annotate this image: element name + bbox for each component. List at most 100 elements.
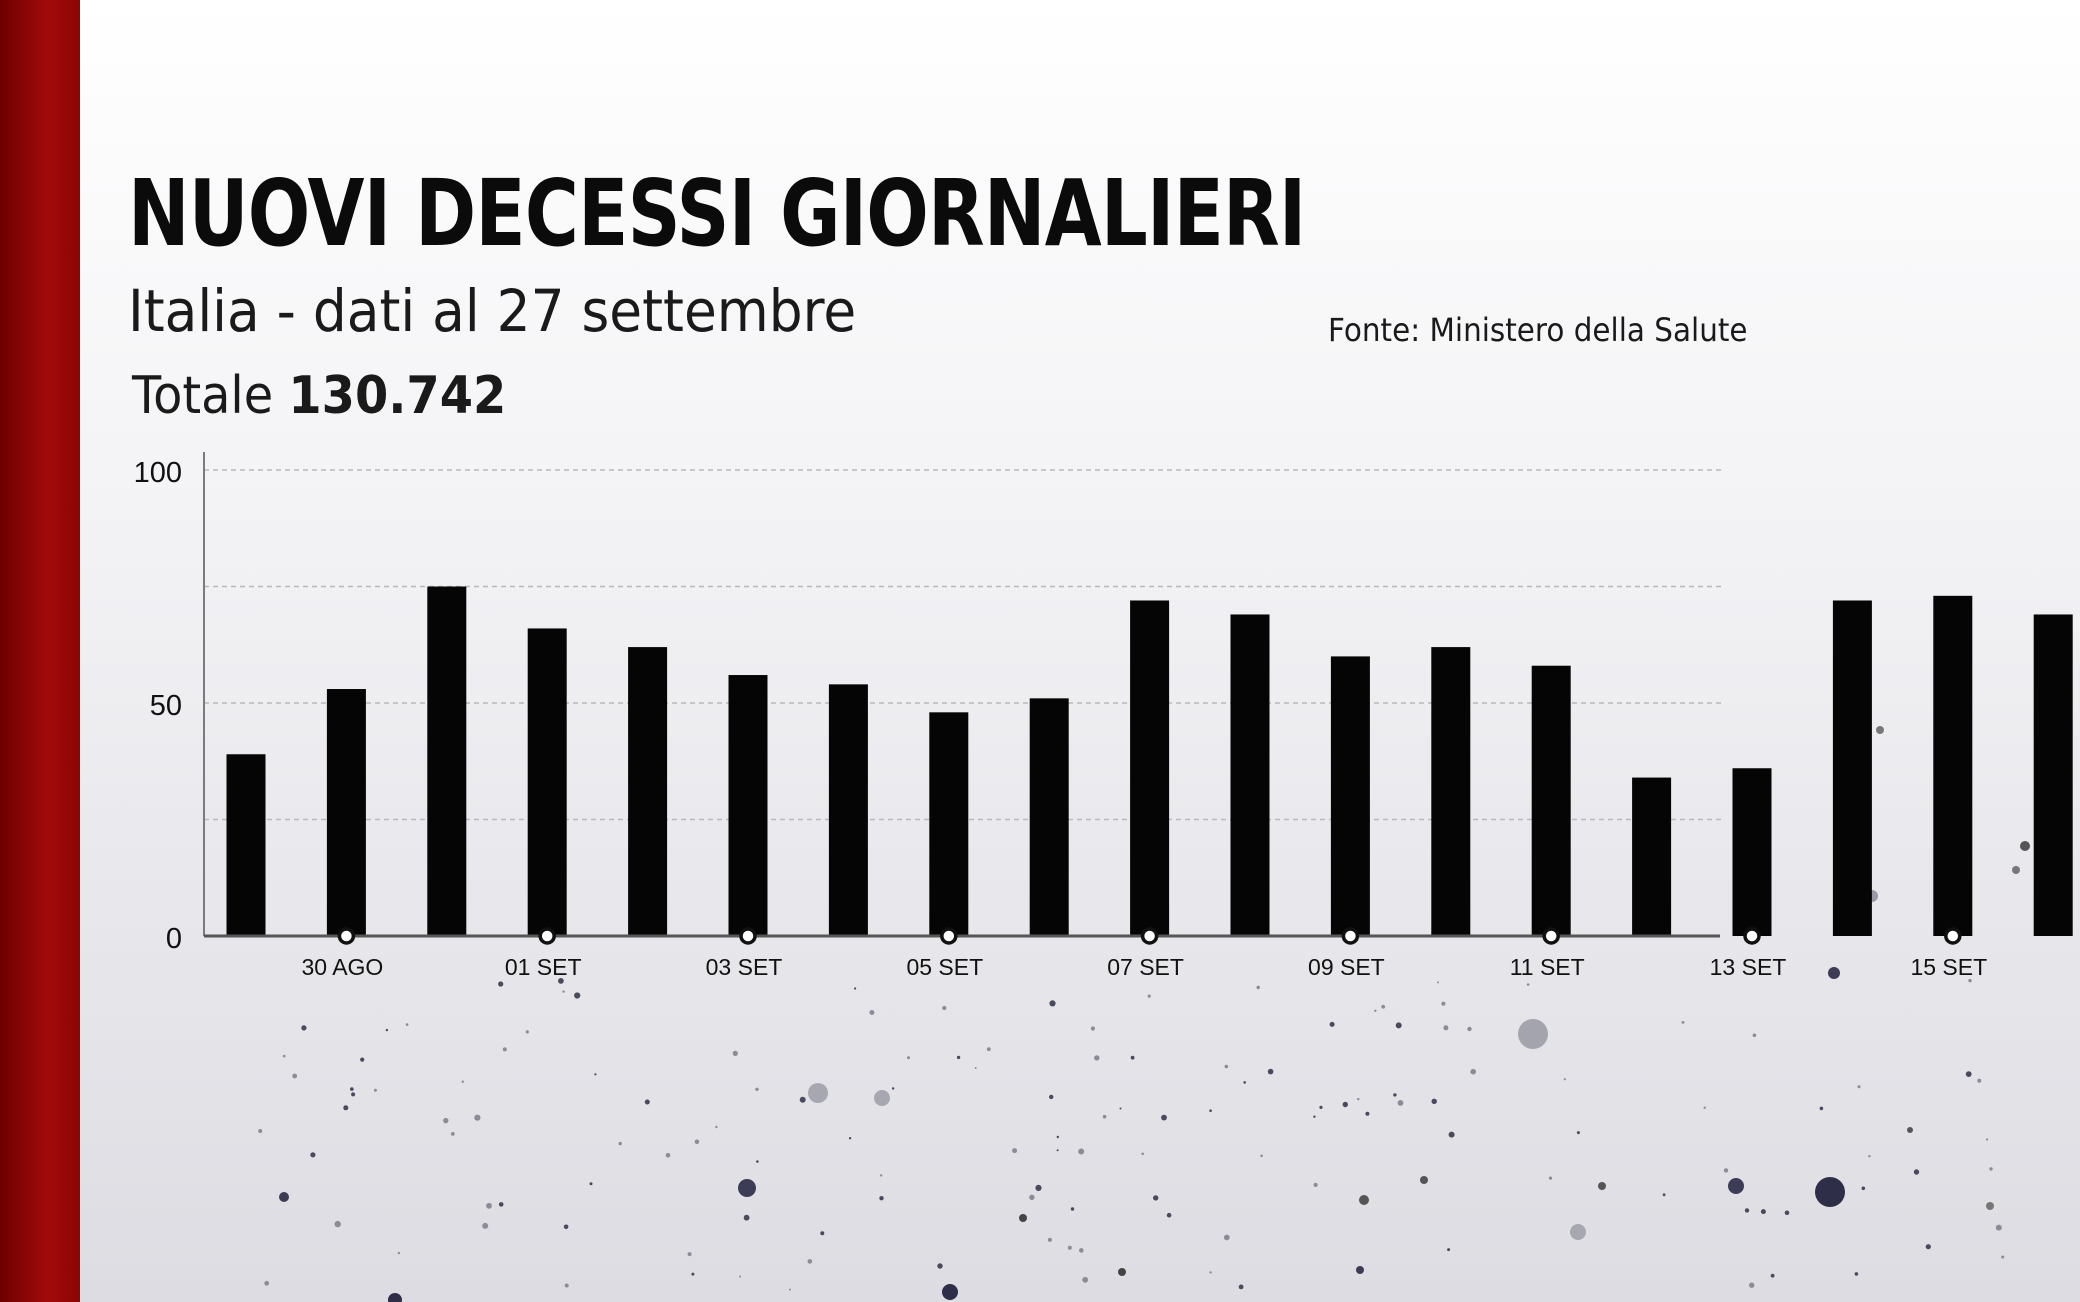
x-tick-label: 03 SET — [706, 954, 783, 980]
bar — [828, 684, 868, 936]
background-dot — [1854, 1272, 1859, 1276]
background-dot — [594, 1073, 597, 1076]
background-dot — [1381, 1004, 1386, 1009]
background-dot — [498, 981, 504, 987]
background-dot — [1056, 1135, 1060, 1139]
background-dot — [310, 1152, 316, 1158]
background-dot — [1118, 1268, 1126, 1276]
bar — [1933, 595, 1973, 936]
background-dot — [258, 1129, 263, 1133]
bar — [1531, 665, 1571, 936]
background-dot — [1598, 1182, 1606, 1190]
background-dot — [879, 1174, 883, 1177]
background-dot — [1913, 1169, 1920, 1175]
x-tick-label: 07 SET — [1107, 954, 1184, 980]
background-dot — [351, 1092, 356, 1097]
background-dot — [1868, 1155, 1871, 1158]
total-deaths: Totale 130.742 — [132, 370, 506, 422]
bar — [1330, 656, 1370, 936]
background-dot — [1029, 1194, 1035, 1201]
background-dot — [1141, 1152, 1144, 1156]
background-dot — [564, 1283, 569, 1288]
background-dot — [502, 1047, 507, 1052]
background-dot — [1395, 1022, 1402, 1029]
background-dot — [687, 1252, 692, 1257]
background-dot — [1857, 1085, 1861, 1089]
background-dot — [405, 1023, 409, 1026]
background-dot — [1166, 1212, 1172, 1218]
background-dot — [807, 1259, 813, 1264]
background-dot — [1977, 1078, 1982, 1083]
background-dot — [1576, 1131, 1580, 1135]
background-dot — [1815, 1177, 1845, 1207]
x-tick-marker — [739, 927, 757, 945]
bar — [1832, 600, 1872, 936]
background-dot — [525, 1030, 529, 1034]
background-dot — [1356, 1266, 1364, 1274]
background-dot — [1313, 1115, 1316, 1118]
background-dot — [1431, 1098, 1437, 1105]
background-dot — [1313, 1182, 1318, 1187]
background-dot — [360, 1057, 365, 1062]
background-dot — [1968, 978, 1972, 983]
background-dot — [486, 1202, 492, 1209]
background-dot — [1049, 1000, 1056, 1007]
background-dot — [474, 1114, 481, 1121]
bar — [728, 675, 768, 936]
bar — [929, 712, 969, 936]
background-dot — [1819, 1106, 1824, 1111]
background-dot — [1441, 1001, 1446, 1006]
total-value: 130.742 — [288, 366, 507, 426]
x-tick-marker — [1341, 927, 1360, 945]
background-dot — [1760, 1209, 1766, 1215]
background-dot — [574, 992, 581, 999]
background-dot — [301, 1025, 307, 1031]
background-dot — [1161, 1114, 1167, 1121]
background-dot — [1047, 1237, 1052, 1242]
background-dot — [1209, 1271, 1212, 1274]
background-dot — [279, 1192, 289, 1202]
background-dot — [1770, 1273, 1775, 1278]
background-dot — [1090, 1026, 1095, 1031]
x-tick-label: 13 SET — [1710, 954, 1787, 980]
background-dot — [1067, 1245, 1072, 1250]
background-dot — [1749, 1282, 1755, 1288]
bar — [427, 586, 467, 936]
background-dot — [665, 1153, 671, 1158]
background-dot — [443, 1117, 449, 1124]
background-dot — [282, 1054, 286, 1058]
background-dot — [1563, 1078, 1566, 1081]
background-dot — [1448, 1131, 1455, 1138]
y-tick-label: 100 — [134, 457, 182, 489]
background-dot — [820, 1231, 825, 1236]
background-dot — [1744, 1208, 1750, 1213]
background-dot — [848, 1137, 852, 1140]
background-dot — [1443, 1025, 1449, 1031]
bar — [1732, 768, 1772, 936]
background-dot — [1209, 1109, 1212, 1112]
background-dot — [373, 1088, 377, 1092]
background-dot — [1986, 1138, 1989, 1141]
background-dot — [854, 987, 857, 990]
background-dot — [1752, 1033, 1757, 1038]
y-tick-label: 0 — [166, 923, 182, 955]
background-dot — [1662, 1193, 1666, 1197]
background-dot — [732, 1050, 738, 1056]
bar — [1431, 647, 1471, 936]
background-dot — [1876, 726, 1884, 734]
background-dot — [1907, 1127, 1913, 1133]
x-tick-marker — [1140, 927, 1159, 945]
background-dot — [1130, 1055, 1135, 1060]
x-tick-marker — [1542, 927, 1560, 945]
background-dot — [1728, 1178, 1744, 1194]
background-dot — [1828, 967, 1840, 979]
background-dot — [974, 1067, 977, 1069]
background-dot — [691, 1272, 695, 1276]
background-dot — [1470, 1068, 1476, 1075]
background-dot — [2020, 841, 2030, 851]
background-dot — [1723, 1168, 1729, 1173]
bar — [1230, 614, 1270, 936]
background-dot — [1153, 1195, 1159, 1201]
x-tick-marker — [1743, 927, 1761, 945]
data-source: Fonte: Ministero della Salute — [1328, 311, 1748, 349]
